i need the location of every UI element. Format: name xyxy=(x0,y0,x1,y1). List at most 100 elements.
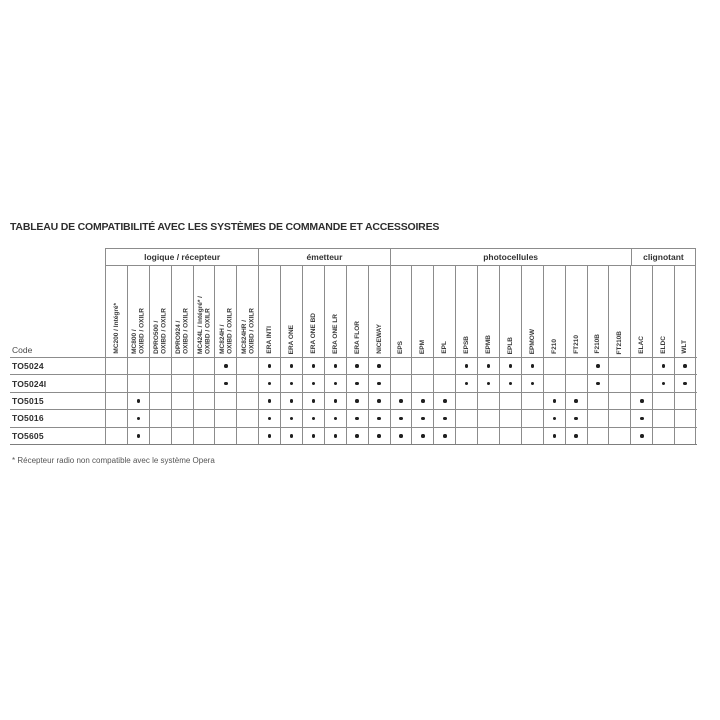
compat-cell xyxy=(652,410,674,427)
compat-cell xyxy=(499,392,521,410)
compat-dot xyxy=(464,364,469,368)
compat-cell xyxy=(564,392,587,410)
compat-cell xyxy=(674,358,697,375)
compat-cell xyxy=(280,392,302,410)
compat-cell xyxy=(345,410,368,427)
row-code: TO5024 xyxy=(12,361,44,372)
column-header-label: MC424L / Intégré* / OXIBD / OXILR xyxy=(196,295,211,354)
compat-dot xyxy=(464,381,469,386)
compat-dot xyxy=(640,399,644,403)
compat-cell xyxy=(367,392,390,410)
table-row: TO5605 xyxy=(10,426,697,444)
compat-cell xyxy=(105,410,127,427)
compat-dot xyxy=(596,364,600,368)
compat-cell xyxy=(433,427,455,444)
compat-cell xyxy=(433,358,455,375)
compat-dot xyxy=(289,364,294,368)
column-header-label: DPRO500 / OXIBD / OXILR xyxy=(152,308,168,354)
compat-cell xyxy=(455,392,477,410)
group-header-row: logique / récepteur émetteur photocellules… xyxy=(105,248,697,266)
compat-cell xyxy=(564,410,587,427)
compat-cell xyxy=(455,375,477,392)
compat-dot xyxy=(355,399,359,403)
compat-cell xyxy=(586,427,609,444)
compat-cell xyxy=(170,410,193,427)
group-header: clignotant xyxy=(630,248,697,266)
page-title: TABLEAU DE COMPATIBILITÉ AVEC LES SYSTÈM… xyxy=(10,221,440,233)
column-header-label: ELAC xyxy=(638,336,646,354)
compat-dot xyxy=(377,399,381,403)
compat-cell xyxy=(236,427,258,444)
row-code: TO5015 xyxy=(12,395,44,406)
compat-dot xyxy=(136,434,141,438)
compat-cell xyxy=(258,410,280,427)
column-header-cell: ELAC xyxy=(630,266,652,357)
group-header-label: logique / récepteur xyxy=(144,252,221,262)
compat-dot xyxy=(399,399,403,403)
compat-cell xyxy=(520,427,543,444)
column-header-cell: ERA ONE xyxy=(280,266,302,357)
compat-dot xyxy=(640,434,644,438)
compat-dot xyxy=(377,364,381,368)
compat-cell xyxy=(170,427,193,444)
compat-dot xyxy=(311,416,316,421)
compat-dot xyxy=(683,364,687,368)
column-header-label: MC824H / OXIBD / OXILR xyxy=(218,308,233,354)
compat-cell xyxy=(323,375,346,392)
compat-dot xyxy=(267,434,272,438)
compat-dot xyxy=(574,399,578,403)
compat-cell xyxy=(105,358,127,375)
compat-dot xyxy=(399,434,403,438)
compat-dot xyxy=(289,416,294,421)
column-header-label: FT210B xyxy=(616,330,624,354)
compat-cell xyxy=(126,410,149,427)
compat-cell xyxy=(367,427,390,444)
compat-cell xyxy=(564,375,587,392)
compat-cell xyxy=(542,427,565,444)
compat-cell xyxy=(411,375,433,392)
compat-cell xyxy=(389,427,412,444)
compat-cell xyxy=(542,358,565,375)
compat-cell xyxy=(630,427,652,444)
compat-cell xyxy=(280,375,302,392)
compat-cell xyxy=(148,358,171,375)
compat-cell xyxy=(674,410,697,427)
compat-cell xyxy=(345,358,368,375)
compat-cell xyxy=(389,358,412,375)
compat-dot xyxy=(333,416,338,421)
column-header-cell: WLT xyxy=(674,266,697,357)
compat-dot xyxy=(355,364,359,368)
compat-cell xyxy=(302,410,324,427)
compat-dot xyxy=(377,434,381,438)
compat-cell xyxy=(192,410,215,427)
compat-dot xyxy=(640,416,644,421)
column-header-cell: EPL xyxy=(433,266,455,357)
compat-cell xyxy=(170,392,193,410)
compat-dot xyxy=(267,364,272,368)
compat-cell xyxy=(258,427,280,444)
compat-cell xyxy=(520,392,543,410)
compat-dot xyxy=(136,399,141,403)
column-header-cell: DPRO500 / OXIBD / OXILR xyxy=(148,266,171,357)
compat-cell xyxy=(542,392,565,410)
compat-cell xyxy=(192,392,215,410)
compat-cell xyxy=(520,410,543,427)
compat-cell xyxy=(367,410,390,427)
column-header-cell: F210B xyxy=(586,266,609,357)
compat-dot xyxy=(683,381,687,386)
compat-cell xyxy=(477,427,499,444)
column-header-label: ERA ONE xyxy=(287,324,295,354)
column-header-cell: ERA INTI xyxy=(258,266,280,357)
compat-dot xyxy=(508,381,513,386)
column-header-label: ERA FLOR xyxy=(353,321,361,354)
column-header-label: EPMB xyxy=(484,335,492,354)
column-header-cell: EPSB xyxy=(455,266,477,357)
compat-cell xyxy=(674,375,697,392)
compat-cell xyxy=(477,392,499,410)
table-row: TO5016 xyxy=(10,409,697,427)
compat-dot xyxy=(355,434,359,438)
table-body: TO5024 TO5024I TO5015 TO5016 TO5605 xyxy=(10,357,697,445)
compat-cell xyxy=(258,392,280,410)
compat-cell xyxy=(345,427,368,444)
